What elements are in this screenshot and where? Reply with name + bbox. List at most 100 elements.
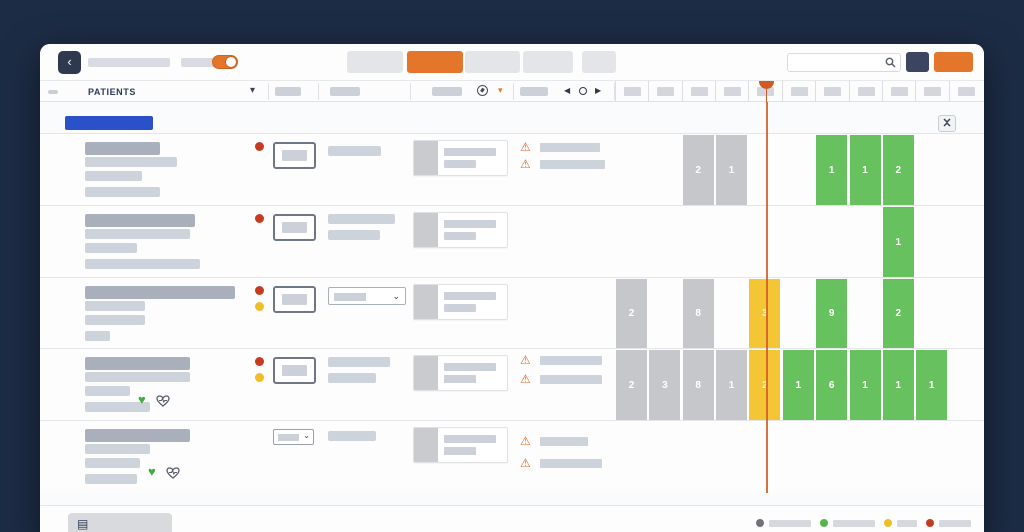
gantt-cell-green[interactable]: 1 bbox=[882, 350, 914, 420]
physician-card[interactable] bbox=[413, 140, 508, 176]
patient-detail-placeholder bbox=[85, 157, 177, 167]
room-number-box[interactable] bbox=[273, 142, 316, 169]
physician-card[interactable] bbox=[413, 284, 508, 320]
gantt-cell-gray[interactable]: 2 bbox=[682, 135, 714, 205]
assignment-placeholder bbox=[328, 214, 395, 224]
search-input[interactable] bbox=[787, 53, 901, 72]
toolbar-tab-3[interactable] bbox=[465, 51, 520, 73]
patient-detail-placeholder bbox=[85, 372, 190, 382]
status-legend bbox=[756, 519, 971, 527]
gantt-cell-green[interactable]: 6 bbox=[816, 350, 848, 420]
ruler-cell[interactable] bbox=[881, 81, 915, 102]
gantt-cell-green[interactable]: 1 bbox=[882, 207, 914, 277]
next-arrow-icon[interactable]: ▶ bbox=[595, 86, 602, 95]
footer-bar: ▤ bbox=[40, 505, 984, 532]
warning-icon: ⚠ bbox=[520, 140, 531, 154]
warning-text-placeholder bbox=[540, 375, 602, 384]
patient-name-placeholder bbox=[85, 214, 195, 227]
gantt-cell-green[interactable]: 2 bbox=[882, 279, 914, 348]
gantt-cell-green[interactable]: 1 bbox=[916, 350, 948, 420]
ruler-cell[interactable] bbox=[748, 81, 781, 102]
chevron-down-orange-icon[interactable]: ▾ bbox=[498, 85, 503, 95]
patient-row[interactable]: ♥ ⚠ ⚠ 2 3 8 1 2 1 6 1 1 1 bbox=[40, 348, 984, 420]
collapse-rows-button[interactable] bbox=[938, 115, 956, 132]
assignment-select-dropdown[interactable]: ⌄ bbox=[328, 287, 406, 305]
ruler-cell[interactable] bbox=[648, 81, 681, 102]
card-line-placeholder bbox=[444, 447, 476, 455]
patient-detail-placeholder bbox=[85, 315, 145, 325]
room-number-box[interactable] bbox=[273, 286, 316, 313]
search-icon bbox=[885, 57, 896, 68]
toolbar-tab-1[interactable] bbox=[347, 51, 403, 73]
patient-name-placeholder bbox=[85, 429, 190, 442]
patient-row[interactable]: 1 bbox=[40, 205, 984, 277]
clock-icon[interactable] bbox=[477, 85, 488, 96]
today-circle-icon[interactable] bbox=[579, 87, 587, 95]
navy-button[interactable] bbox=[906, 52, 929, 72]
warning-text-placeholder bbox=[540, 143, 600, 152]
card-line-placeholder bbox=[444, 363, 496, 371]
assignment-placeholder bbox=[328, 357, 390, 367]
gantt-cell-green[interactable]: 9 bbox=[816, 279, 848, 348]
patient-row[interactable]: ⚠ ⚠ 2 1 1 1 2 bbox=[40, 133, 984, 205]
gantt-cell-gray[interactable]: 2 bbox=[616, 350, 647, 420]
toolbar-tab-4[interactable] bbox=[523, 51, 573, 73]
chevron-down-icon[interactable]: ▾ bbox=[250, 85, 256, 96]
room-number-box[interactable] bbox=[273, 357, 316, 384]
physician-card[interactable] bbox=[413, 355, 508, 391]
legend-item bbox=[820, 519, 875, 527]
physician-card[interactable] bbox=[413, 427, 508, 463]
gantt-cell-gray[interactable]: 8 bbox=[682, 279, 714, 348]
gantt-cell-gray[interactable]: 3 bbox=[649, 350, 681, 420]
gantt-cell-green[interactable]: 2 bbox=[882, 135, 914, 205]
gantt-cell-green[interactable]: 1 bbox=[849, 135, 881, 205]
primary-orange-button[interactable] bbox=[934, 52, 973, 72]
ruler-cell[interactable] bbox=[615, 81, 648, 102]
status-dot-red bbox=[255, 142, 264, 151]
ruler-cell[interactable] bbox=[848, 81, 882, 102]
card-line-placeholder bbox=[444, 232, 476, 240]
room-number-box[interactable] bbox=[273, 214, 316, 241]
gantt-cell-gray[interactable]: 1 bbox=[716, 135, 747, 205]
gantt-cell-green[interactable]: 1 bbox=[849, 350, 881, 420]
warning-icon: ⚠ bbox=[520, 353, 531, 367]
ruler-cell[interactable] bbox=[815, 81, 848, 102]
legend-item bbox=[926, 519, 971, 527]
filter-divider bbox=[410, 83, 411, 100]
gantt-cell-yellow[interactable]: 2 bbox=[749, 350, 781, 420]
patient-row[interactable]: ♥ ⌄ ⚠ ⚠ bbox=[40, 420, 984, 492]
list-view-button[interactable]: ▤ bbox=[68, 513, 172, 532]
ruler-cell[interactable] bbox=[915, 81, 948, 102]
toolbar-tab-2[interactable] bbox=[407, 51, 463, 73]
gantt-cell-gray[interactable]: 1 bbox=[716, 350, 747, 420]
gantt-cell-gray[interactable]: 8 bbox=[682, 350, 714, 420]
prev-arrow-icon[interactable]: ◀ bbox=[564, 86, 571, 95]
ruler-cell[interactable] bbox=[715, 81, 748, 102]
back-button[interactable]: ‹ bbox=[58, 51, 81, 74]
patients-dropdown-label[interactable]: PATIENTS bbox=[88, 87, 136, 97]
physician-card[interactable] bbox=[413, 212, 508, 248]
patient-detail-placeholder bbox=[85, 402, 150, 412]
toolbar-placeholder bbox=[88, 58, 170, 67]
chevron-left-icon: ‹ bbox=[67, 54, 72, 69]
toolbar-tab-5[interactable] bbox=[582, 51, 616, 73]
now-line bbox=[766, 102, 768, 493]
patient-name-placeholder bbox=[85, 142, 160, 155]
patient-row[interactable]: ⌄ 2 8 3 9 2 bbox=[40, 277, 984, 348]
gantt-cell-gray[interactable]: 2 bbox=[616, 279, 647, 348]
filter-divider bbox=[318, 83, 319, 100]
room-select-dropdown[interactable]: ⌄ bbox=[273, 429, 314, 445]
ruler-cell[interactable] bbox=[781, 81, 815, 102]
gantt-cell-yellow[interactable]: 3 bbox=[749, 279, 781, 348]
warning-icon: ⚠ bbox=[520, 157, 531, 171]
assignment-placeholder bbox=[328, 373, 376, 383]
room-number-placeholder bbox=[282, 150, 307, 161]
ruler-cell[interactable] bbox=[681, 81, 715, 102]
avatar bbox=[414, 213, 438, 247]
primary-blue-button[interactable] bbox=[65, 116, 153, 130]
gantt-cell-green[interactable]: 1 bbox=[816, 135, 848, 205]
gantt-cell-green[interactable]: 1 bbox=[782, 350, 814, 420]
ruler-cell[interactable] bbox=[948, 81, 982, 102]
ruler-label-placeholder bbox=[624, 87, 641, 96]
toggle-switch[interactable] bbox=[212, 55, 238, 69]
